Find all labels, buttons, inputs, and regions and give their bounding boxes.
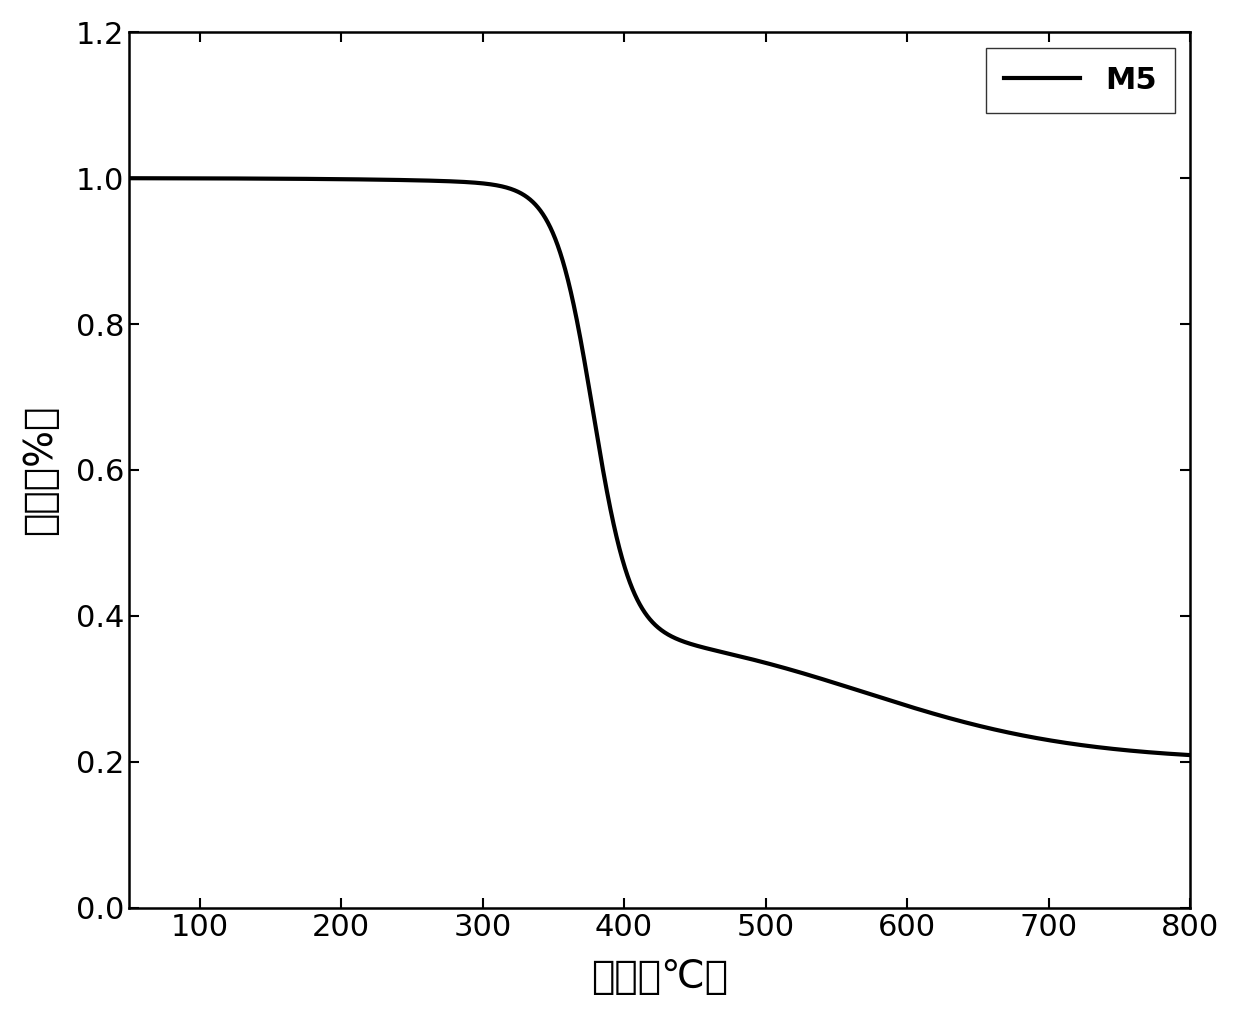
M5	[574, 340, 589, 352]
M5	[305, 173, 320, 185]
M5	[1048, 735, 1063, 747]
M5	[243, 173, 258, 185]
M5	[1183, 749, 1198, 761]
M5	[1162, 747, 1177, 760]
M5	[528, 199, 543, 212]
M5	[122, 172, 136, 184]
Y-axis label: 质量（%）: 质量（%）	[21, 405, 58, 535]
Legend: M5: M5	[986, 48, 1174, 113]
X-axis label: 温度（℃）: 温度（℃）	[591, 958, 728, 997]
Line: M5: M5	[129, 178, 1190, 755]
